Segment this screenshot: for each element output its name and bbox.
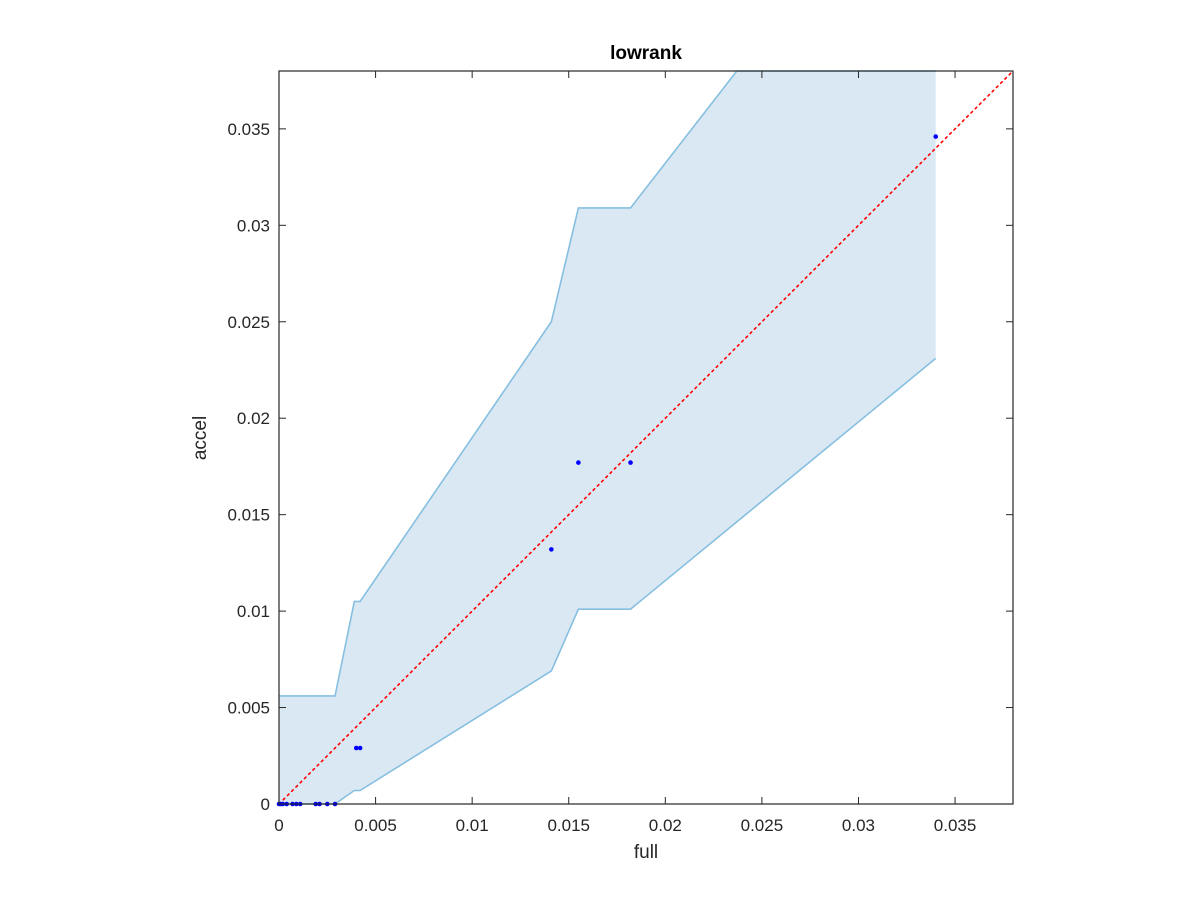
data-point-13: [549, 547, 554, 552]
y-tick-label-0: 0: [261, 795, 270, 814]
x-axis-label: full: [634, 842, 658, 863]
data-point-15: [628, 460, 633, 465]
x-tick-label-6: 0.03: [842, 816, 875, 835]
x-tick-label-4: 0.02: [649, 816, 682, 835]
data-point-14: [576, 460, 581, 465]
x-tick-label-0: 0: [274, 816, 283, 835]
y-tick-label-7: 0.035: [227, 120, 270, 139]
confidence-band-upper-edge: [279, 70, 936, 697]
x-tick-label-5: 0.025: [741, 816, 784, 835]
x-tick-label-3: 0.015: [547, 816, 590, 835]
y-axis-label: accel: [190, 416, 211, 460]
x-tick-label-2: 0.01: [456, 816, 489, 835]
chart-title: lowrank: [610, 43, 682, 64]
y-tick-label-3: 0.015: [227, 506, 270, 525]
y-tick-label-4: 0.02: [237, 409, 270, 428]
data-point-16: [933, 134, 939, 139]
reference-diagonal-line: [278, 70, 1014, 805]
y-tick-label-2: 0.01: [237, 602, 270, 621]
reference-line-layer: [278, 70, 1014, 805]
confidence-band-layer: [279, 70, 937, 805]
data-point-12: [357, 745, 363, 751]
confidence-band-fill: [279, 71, 936, 804]
y-tick-label-5: 0.025: [227, 313, 270, 332]
confidence-band-lower-edge: [279, 357, 937, 805]
axes-layer: 0 0.005 0.01 0.015 0.02 0.025 0.03 0.035 0 0.005 0…: [227, 70, 1014, 835]
x-tick-label-7: 0.035: [934, 816, 977, 835]
data-point-11: [353, 745, 359, 751]
x-tick-label-1: 0.005: [354, 816, 397, 835]
plot-frame: [278, 70, 1014, 805]
y-tick-label-1: 0.005: [227, 699, 270, 718]
y-tick-label-6: 0.03: [237, 216, 270, 235]
